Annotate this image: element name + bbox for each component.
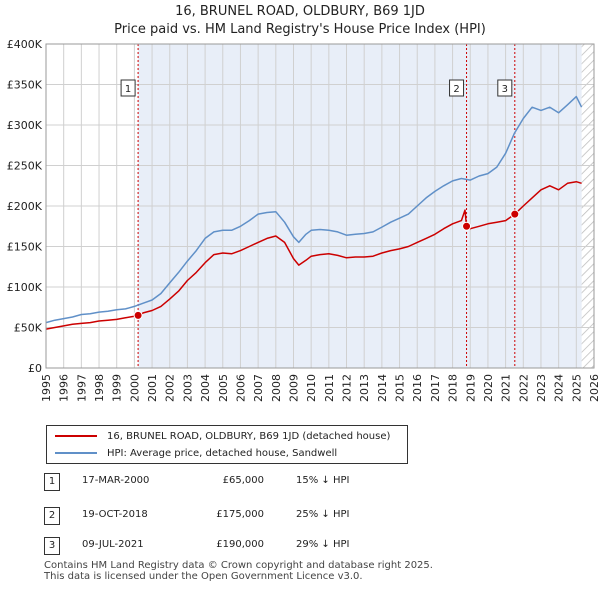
legend-label-hpi: HPI: Average price, detached house, Sand… bbox=[107, 447, 338, 459]
x-tick-label: 2003 bbox=[181, 374, 194, 402]
x-tick-label: 2002 bbox=[164, 374, 177, 402]
y-tick-label: £350K bbox=[7, 79, 43, 92]
x-tick-label: 1995 bbox=[40, 374, 53, 402]
sale-marker-label: 3 bbox=[502, 84, 508, 95]
x-tick-label: 2018 bbox=[447, 374, 460, 402]
legend-swatch-property bbox=[55, 435, 97, 437]
legend-item-hpi: HPI: Average price, detached house, Sand… bbox=[47, 444, 337, 462]
price-chart: 1 2 3 £0 £50K £100K £150K £200K £250K £300K £350K £… bbox=[7, 38, 600, 402]
sale-point bbox=[462, 221, 472, 231]
sale-marker-label: 1 bbox=[125, 84, 131, 95]
x-tick-label: 2026 bbox=[588, 374, 600, 402]
sale-point bbox=[510, 209, 520, 219]
y-tick-label: £300K bbox=[7, 119, 43, 132]
y-tick-label: £100K bbox=[7, 281, 43, 294]
x-tick-label: 1998 bbox=[93, 374, 106, 402]
legend: 16, BRUNEL ROAD, OLDBURY, B69 1JD (detac… bbox=[46, 425, 408, 464]
plot-border bbox=[45, 43, 595, 369]
x-tick-label: 2014 bbox=[376, 374, 389, 402]
sale-date: 09-JUL-2021 bbox=[82, 539, 144, 550]
x-tick-label: 2016 bbox=[411, 374, 424, 402]
x-tick-label: 2000 bbox=[128, 374, 141, 402]
x-tick-label: 2025 bbox=[570, 374, 583, 402]
table-row: 3 09-JUL-2021 £190,000 29% ↓ HPI bbox=[44, 535, 544, 555]
footer: Contains HM Land Registry data © Crown c… bbox=[44, 560, 433, 582]
x-tick-label: 1996 bbox=[58, 374, 71, 402]
sale-price: £190,000 bbox=[216, 539, 264, 550]
legend-swatch-hpi bbox=[55, 452, 97, 454]
x-tick-label: 2011 bbox=[323, 374, 336, 402]
sale-date: 19-OCT-2018 bbox=[82, 509, 148, 520]
x-tick-label: 2007 bbox=[252, 374, 265, 402]
y-tick-label: £150K bbox=[7, 241, 43, 254]
x-tick-label: 2009 bbox=[287, 374, 300, 402]
x-tick-label: 1999 bbox=[111, 374, 124, 402]
sale-marker-box bbox=[497, 79, 513, 97]
sale-marker-badge: 3 bbox=[44, 537, 60, 555]
table-row: 1 17-MAR-2000 £65,000 15% ↓ HPI bbox=[44, 471, 544, 491]
sale-marker-badge: 1 bbox=[44, 473, 60, 491]
y-tick-label: £200K bbox=[7, 200, 43, 213]
hpi-line bbox=[45, 95, 583, 324]
y-tick-label: £400K bbox=[7, 38, 43, 51]
sale-price: £175,000 bbox=[216, 509, 264, 520]
chart-subtitle: Price paid vs. HM Land Registry's House … bbox=[114, 22, 486, 37]
y-tick-label: £0 bbox=[28, 362, 42, 375]
sale-marker-label: 2 bbox=[453, 84, 459, 95]
x-tick-label: 2023 bbox=[535, 374, 548, 402]
sale-hpi-comparison: 29% ↓ HPI bbox=[296, 539, 350, 550]
chart-title: 16, BRUNEL ROAD, OLDBURY, B69 1JD bbox=[175, 4, 425, 19]
sale-marker-box bbox=[449, 79, 465, 97]
x-tick-label: 2020 bbox=[482, 374, 495, 402]
sale-marker-badge: 2 bbox=[44, 507, 60, 525]
y-tick-label: £250K bbox=[7, 160, 43, 173]
footer-licence: This data is licensed under the Open Gov… bbox=[44, 571, 363, 582]
sale-marker-box bbox=[120, 79, 136, 97]
x-tick-label: 2024 bbox=[553, 374, 566, 402]
x-tick-label: 2004 bbox=[199, 374, 212, 402]
x-tick-label: 2012 bbox=[341, 374, 354, 402]
footer-copyright: Contains HM Land Registry data © Crown c… bbox=[44, 560, 433, 571]
x-tick-label: 2021 bbox=[500, 374, 513, 402]
x-tick-label: 2006 bbox=[234, 374, 247, 402]
x-tick-label: 2008 bbox=[270, 374, 283, 402]
table-row: 2 19-OCT-2018 £175,000 25% ↓ HPI bbox=[44, 505, 544, 525]
sale-date: 17-MAR-2000 bbox=[82, 475, 150, 486]
x-tick-label: 2022 bbox=[517, 374, 530, 402]
sale-price: £65,000 bbox=[222, 475, 264, 486]
sale-hpi-comparison: 15% ↓ HPI bbox=[296, 475, 350, 486]
sale-hpi-comparison: 25% ↓ HPI bbox=[296, 509, 350, 520]
x-tick-label: 2013 bbox=[358, 374, 371, 402]
x-tick-label: 2017 bbox=[429, 374, 442, 402]
legend-item-property: 16, BRUNEL ROAD, OLDBURY, B69 1JD (detac… bbox=[47, 427, 390, 445]
x-tick-label: 2015 bbox=[394, 374, 407, 402]
x-tick-label: 2010 bbox=[305, 374, 318, 402]
y-tick-label: £50K bbox=[14, 322, 43, 335]
legend-label-property: 16, BRUNEL ROAD, OLDBURY, B69 1JD (detac… bbox=[107, 430, 391, 442]
x-tick-label: 2001 bbox=[146, 374, 159, 402]
x-tick-label: 2019 bbox=[464, 374, 477, 402]
x-tick-label: 2005 bbox=[217, 374, 230, 402]
x-tick-label: 1997 bbox=[75, 374, 88, 402]
sale-point bbox=[133, 310, 143, 320]
